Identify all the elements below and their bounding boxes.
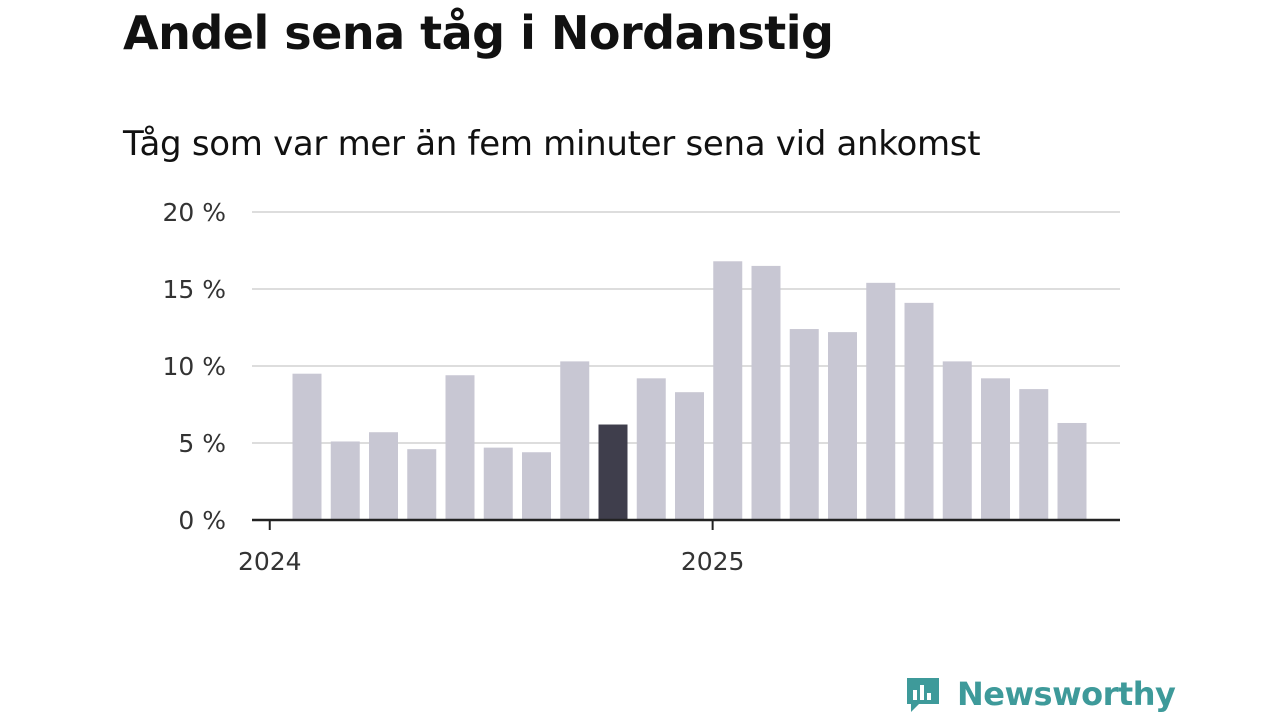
bar-2024-05 (445, 375, 475, 520)
bar-2025-04 (866, 282, 896, 520)
bar-2024-04 (407, 449, 437, 520)
bar-2024-03 (369, 432, 398, 520)
bar-2025-08 (1019, 389, 1049, 520)
newsworthy-logo: Newsworthy (903, 670, 1176, 718)
y-tick-label: 20 % (162, 198, 226, 227)
x-tick-label: 2024 (238, 547, 302, 576)
bar-2025-03 (828, 332, 857, 520)
bar-2025-09 (1057, 422, 1087, 520)
bar-2024-08 (560, 361, 590, 520)
y-tick-label: 10 % (162, 352, 226, 381)
x-tick-label: 2025 (681, 547, 745, 576)
bar-2024-12 (713, 261, 743, 520)
bar-2025-07 (981, 378, 1010, 520)
bar-2025-02 (789, 329, 819, 520)
chart-title: Andel sena tåg i Nordanstig (123, 6, 834, 60)
bar-2024-10 (636, 378, 666, 520)
y-tick-label: 0 % (178, 506, 226, 535)
bar-2024-09 (598, 424, 628, 520)
bar-2024-06 (483, 447, 513, 520)
x-axis-tick-labels: 2024 2025 (238, 520, 745, 576)
bar-chart: 0 % 5 % 10 % 15 % 20 % 2024 2025 (162, 198, 1120, 576)
bar-2025-01 (751, 265, 781, 520)
y-tick-label: 5 % (178, 429, 226, 458)
bar-2024-07 (522, 452, 551, 520)
bar-2025-05 (904, 302, 934, 520)
bar-chart-speech-bubble-icon (907, 678, 939, 712)
bar-2025-06 (942, 361, 972, 520)
chart-subtitle: Tåg som var mer än fem minuter sena vid … (123, 124, 981, 164)
bar-2024-02 (330, 441, 360, 520)
bar-2024-11 (675, 392, 704, 520)
y-axis-tick-labels: 0 % 5 % 10 % 15 % 20 % (162, 198, 226, 535)
bars (292, 261, 1087, 520)
brand-name: Newsworthy (957, 675, 1176, 713)
bar-2024-01 (292, 373, 322, 520)
y-tick-label: 15 % (162, 275, 226, 304)
